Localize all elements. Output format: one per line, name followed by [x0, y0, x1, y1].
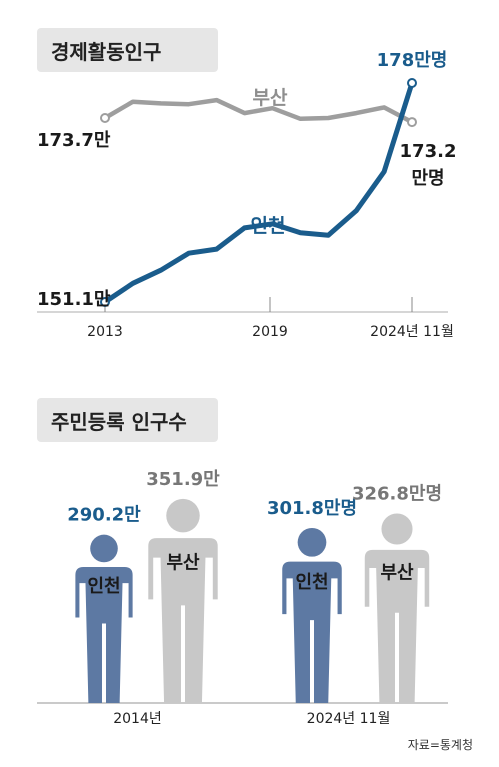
figure-name-인천: 인천 [295, 572, 328, 593]
data-point [298, 117, 302, 121]
data-point [159, 101, 163, 105]
value-label-부산: 351.9만 [146, 469, 220, 490]
data-point [159, 268, 163, 272]
data-point [354, 111, 358, 115]
busan-end-label-value: 173.2 [400, 141, 457, 162]
x-tick-label: 2013 [87, 324, 123, 340]
data-point [100, 113, 110, 124]
category-label: 2014년 [113, 711, 162, 727]
data-point [187, 251, 191, 255]
incheon-end-label: 178만명 [377, 50, 448, 71]
data-point [243, 226, 247, 230]
data-point [407, 78, 417, 88]
busan-start-label: 173.7만 [37, 130, 111, 151]
value-label-부산: 326.8만명 [352, 483, 442, 504]
person-head-인천 [297, 527, 327, 557]
figure-name-부산: 부산 [380, 562, 414, 583]
series-line-인천 [102, 80, 415, 305]
person-body-인천 [75, 567, 133, 703]
person-body-인천 [282, 561, 342, 703]
person-head-부산 [166, 498, 200, 533]
data-point [354, 209, 358, 213]
data-point [326, 233, 330, 237]
x-tick-label: 2024년 11월 [370, 324, 454, 340]
data-point [215, 98, 219, 102]
person-body-부산 [148, 538, 218, 703]
figure-name-인천: 인천 [87, 576, 120, 597]
data-point [298, 231, 302, 235]
series-name-incheon: 인천 [251, 215, 286, 237]
figure-name-부산: 부산 [166, 553, 200, 574]
chart2-title: 주민등록 인구수 [37, 398, 218, 442]
data-point [100, 297, 110, 307]
data-point [382, 170, 386, 174]
x-tick-label: 2019 [252, 324, 288, 340]
data-point [215, 247, 219, 251]
person-head-부산 [381, 513, 413, 545]
series-line-부산 [102, 97, 415, 125]
category-label: 2024년 11월 [307, 711, 391, 727]
data-point [131, 281, 135, 285]
data-point [382, 105, 386, 109]
data-point [187, 102, 191, 106]
data-point [131, 100, 135, 104]
chart1-title: 경제활동인구 [37, 28, 218, 72]
series-name-busan: 부산 [253, 87, 288, 109]
value-label-인천: 290.2만 [67, 505, 141, 526]
busan-end-label-unit: 만명 [411, 168, 444, 189]
data-point [407, 117, 417, 128]
value-label-인천: 301.8만명 [267, 498, 357, 519]
person-body-부산 [364, 549, 430, 703]
incheon-start-label: 151.1만 [37, 289, 111, 310]
data-point [326, 116, 330, 120]
person-head-인천 [90, 534, 118, 563]
data-point [243, 111, 247, 115]
source-note: 자료=통계청 [407, 738, 473, 752]
